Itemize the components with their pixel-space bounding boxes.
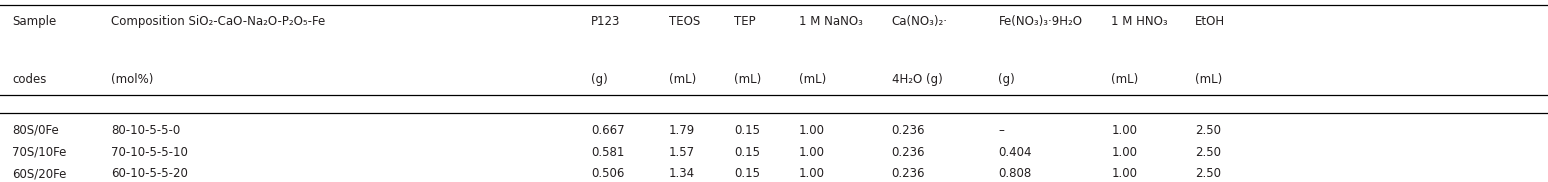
Text: 2.50: 2.50: [1195, 146, 1221, 159]
Text: (mol%): (mol%): [111, 73, 153, 86]
Text: 1.00: 1.00: [799, 146, 825, 159]
Text: 0.15: 0.15: [734, 167, 760, 180]
Text: 70S/10Fe: 70S/10Fe: [12, 146, 67, 159]
Text: 70-10-5-5-10: 70-10-5-5-10: [111, 146, 189, 159]
Text: 4H₂O (g): 4H₂O (g): [892, 73, 943, 86]
Text: P123: P123: [591, 15, 621, 27]
Text: 1.00: 1.00: [1111, 167, 1138, 180]
Text: EtOH: EtOH: [1195, 15, 1224, 27]
Text: 0.808: 0.808: [998, 167, 1031, 180]
Text: 60-10-5-5-20: 60-10-5-5-20: [111, 167, 189, 180]
Text: Ca(NO₃)₂·: Ca(NO₃)₂·: [892, 15, 947, 27]
Text: (mL): (mL): [799, 73, 827, 86]
Text: 1.57: 1.57: [669, 146, 695, 159]
Text: (mL): (mL): [1111, 73, 1139, 86]
Text: 0.236: 0.236: [892, 124, 926, 137]
Text: 0.236: 0.236: [892, 146, 926, 159]
Text: 2.50: 2.50: [1195, 167, 1221, 180]
Text: 60S/20Fe: 60S/20Fe: [12, 167, 67, 180]
Text: 0.15: 0.15: [734, 146, 760, 159]
Text: 1.00: 1.00: [799, 167, 825, 180]
Text: TEOS: TEOS: [669, 15, 700, 27]
Text: 1 M HNO₃: 1 M HNO₃: [1111, 15, 1169, 27]
Text: 80-10-5-5-0: 80-10-5-5-0: [111, 124, 181, 137]
Text: (mL): (mL): [669, 73, 697, 86]
Text: codes: codes: [12, 73, 46, 86]
Text: –: –: [998, 124, 1005, 137]
Text: 1.00: 1.00: [1111, 146, 1138, 159]
Text: 0.506: 0.506: [591, 167, 625, 180]
Text: 2.50: 2.50: [1195, 124, 1221, 137]
Text: 0.236: 0.236: [892, 167, 926, 180]
Text: (g): (g): [998, 73, 1015, 86]
Text: 1.79: 1.79: [669, 124, 695, 137]
Text: (mL): (mL): [734, 73, 762, 86]
Text: 0.404: 0.404: [998, 146, 1033, 159]
Text: Composition SiO₂-CaO-Na₂O-P₂O₅-Fe: Composition SiO₂-CaO-Na₂O-P₂O₅-Fe: [111, 15, 325, 27]
Text: TEP: TEP: [734, 15, 755, 27]
Text: 1.34: 1.34: [669, 167, 695, 180]
Text: 0.15: 0.15: [734, 124, 760, 137]
Text: 1.00: 1.00: [799, 124, 825, 137]
Text: (mL): (mL): [1195, 73, 1223, 86]
Text: 1 M NaNO₃: 1 M NaNO₃: [799, 15, 862, 27]
Text: Sample: Sample: [12, 15, 57, 27]
Text: Fe(NO₃)₃·9H₂O: Fe(NO₃)₃·9H₂O: [998, 15, 1082, 27]
Text: 1.00: 1.00: [1111, 124, 1138, 137]
Text: 80S/0Fe: 80S/0Fe: [12, 124, 59, 137]
Text: 0.581: 0.581: [591, 146, 625, 159]
Text: (g): (g): [591, 73, 608, 86]
Text: 0.667: 0.667: [591, 124, 625, 137]
